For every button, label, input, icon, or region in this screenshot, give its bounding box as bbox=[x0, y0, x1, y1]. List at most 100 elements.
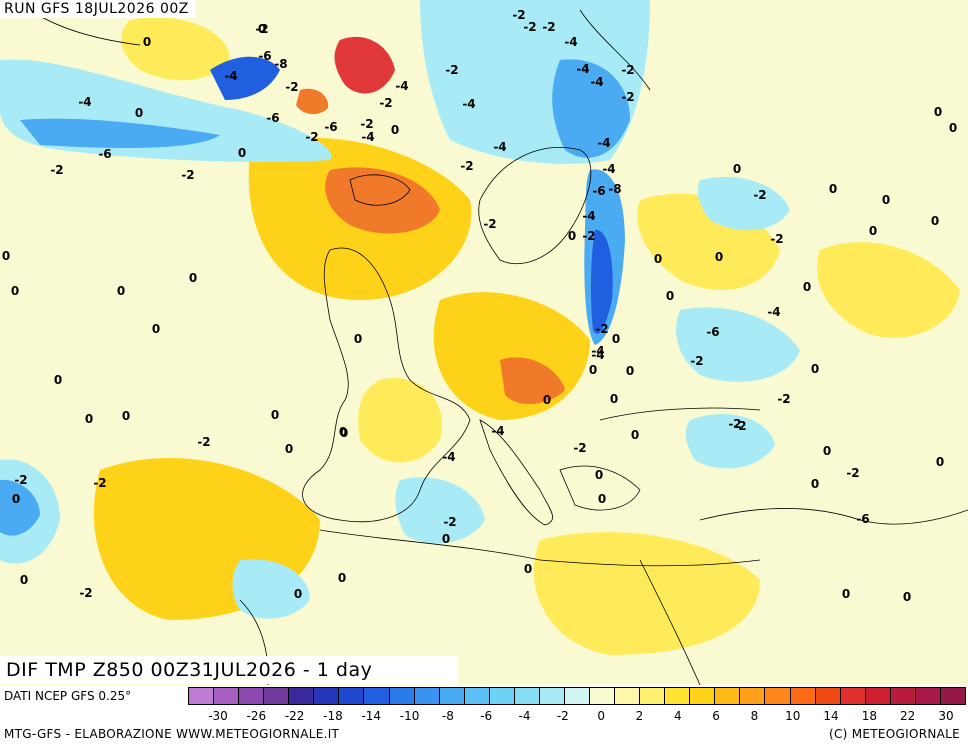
color-scale-swatch bbox=[514, 688, 540, 704]
color-scale-swatch bbox=[314, 688, 340, 704]
map-title: DIF TMP Z850 00Z31JUL2026 - 1 day bbox=[0, 656, 458, 684]
color-scale-tick-label: -6 bbox=[480, 709, 493, 723]
contour-label: 0 bbox=[11, 284, 19, 298]
contour-label: -2 bbox=[573, 441, 586, 455]
color-scale-swatch bbox=[364, 688, 390, 704]
contour-label: 0 bbox=[931, 214, 939, 228]
contour-label: 0 bbox=[391, 123, 399, 137]
contour-label: 0 bbox=[122, 409, 130, 423]
color-scale-tick-label: -26 bbox=[246, 709, 267, 723]
color-scale-swatch bbox=[865, 688, 891, 704]
contour-label: -4 bbox=[491, 424, 504, 438]
credits-right: (C) METEOGIORNALE bbox=[828, 727, 960, 741]
color-scale-tick-label: 22 bbox=[900, 709, 916, 723]
color-scale-swatch bbox=[564, 688, 590, 704]
contour-label: -2 bbox=[512, 8, 525, 22]
color-scale-swatch bbox=[640, 688, 666, 704]
contour-labels: -2-2-2 -2-40-6-8-4-2 -4-2 -4 -2-4-2 -40-4-2-6… bbox=[2, 8, 957, 604]
color-scale-tick-label: 14 bbox=[823, 709, 839, 723]
contour-label: 0 bbox=[733, 162, 741, 176]
contour-label: 0 bbox=[949, 121, 957, 135]
contour-label: -6 bbox=[706, 325, 719, 339]
contour-label: 0 bbox=[934, 105, 942, 119]
color-scale-tick-label: -2 bbox=[556, 709, 569, 723]
contour-label: 0 bbox=[829, 182, 837, 196]
color-scale-tick-label: -8 bbox=[441, 709, 454, 723]
contour-label: -4 bbox=[462, 97, 475, 111]
credits-left: MTG-GFS - ELABORAZIONE WWW.METEOGIORNALE… bbox=[4, 727, 340, 741]
contour-label: -2 bbox=[445, 63, 458, 77]
contour-label: 0 bbox=[338, 571, 346, 585]
contour-label: -2 bbox=[690, 354, 703, 368]
contour-label: -2 bbox=[523, 20, 536, 34]
color-scale-tick-label: -14 bbox=[361, 709, 382, 723]
contour-label: 0 bbox=[589, 363, 597, 377]
color-scale-swatch bbox=[740, 688, 766, 704]
color-scale-tick-label: 18 bbox=[861, 709, 877, 723]
color-scale-swatch bbox=[264, 688, 290, 704]
contour-label: 0 bbox=[135, 106, 143, 120]
contour-label: -2 bbox=[753, 188, 766, 202]
color-scale-swatch bbox=[915, 688, 941, 704]
color-scale-swatch bbox=[665, 688, 691, 704]
contour-label: 0 bbox=[12, 492, 20, 506]
contour-label: -4 bbox=[395, 79, 408, 93]
color-scale-swatch bbox=[790, 688, 816, 704]
contour-label: -4 bbox=[591, 344, 604, 358]
contour-label: -4 bbox=[767, 305, 780, 319]
contour-label: 0 bbox=[85, 412, 93, 426]
color-scale-tick-label: -4 bbox=[518, 709, 531, 723]
contour-label: -2 bbox=[621, 90, 634, 104]
contour-label: -2 bbox=[14, 473, 27, 487]
color-scale-swatch bbox=[464, 688, 490, 704]
contour-label: -2 bbox=[360, 117, 373, 131]
color-scale-swatch bbox=[539, 688, 565, 704]
contour-label: 0 bbox=[612, 332, 620, 346]
contour-label: 0 bbox=[20, 573, 28, 587]
color-scale-swatch bbox=[289, 688, 315, 704]
contour-label: 0 bbox=[294, 587, 302, 601]
contour-label: 0 bbox=[117, 284, 125, 298]
contour-label: -4 bbox=[442, 450, 455, 464]
color-scale-swatch bbox=[339, 688, 365, 704]
contour-label: -2 bbox=[846, 466, 859, 480]
anomaly-map-canvas: -2-2-2 -2-40-6-8-4-2 -4-2 -4 -2-4-2 -40-4-2-6… bbox=[0, 0, 968, 685]
contour-label: -8 bbox=[274, 57, 287, 71]
contour-label: 0 bbox=[803, 280, 811, 294]
color-scale-swatch bbox=[439, 688, 465, 704]
color-scale-swatch bbox=[715, 688, 741, 704]
contour-label: -6 bbox=[592, 184, 605, 198]
color-scale-tick-label: -30 bbox=[208, 709, 228, 723]
contour-label: 0 bbox=[2, 249, 10, 263]
color-scale-tick-label: -10 bbox=[399, 709, 420, 723]
contour-label: 0 bbox=[285, 442, 293, 456]
contour-label: -6 bbox=[324, 120, 337, 134]
contour-label: -4 bbox=[576, 62, 589, 76]
color-scale-tick-label: -22 bbox=[284, 709, 305, 723]
contour-label: -2 bbox=[728, 417, 741, 431]
contour-label: -2 bbox=[621, 63, 634, 77]
contour-label: -2 bbox=[305, 130, 318, 144]
color-scale-tick-label: 30 bbox=[938, 709, 954, 723]
contour-label: 0 bbox=[340, 426, 348, 440]
contour-label: -2 bbox=[443, 515, 456, 529]
contour-label: 0 bbox=[903, 590, 911, 604]
contour-label: 0 bbox=[442, 532, 450, 546]
contour-label: 0 bbox=[524, 562, 532, 576]
contour-label: -2 bbox=[181, 168, 194, 182]
color-scale-swatch bbox=[189, 688, 215, 704]
color-scale-swatch bbox=[239, 688, 265, 704]
contour-label: -2 bbox=[255, 22, 268, 36]
contour-label: 0 bbox=[631, 428, 639, 442]
color-scale-swatch bbox=[615, 688, 641, 704]
contour-label: 0 bbox=[842, 587, 850, 601]
contour-label: 0 bbox=[936, 455, 944, 469]
footer: DATI NCEP GFS 0.25° -30 -26 -22 -18 -14 -10 -8… bbox=[0, 685, 968, 745]
color-scale-swatch bbox=[389, 688, 415, 704]
contour-label: -8 bbox=[608, 182, 621, 196]
coastlines bbox=[29, 9, 968, 685]
contour-label: 0 bbox=[610, 392, 618, 406]
contour-label: -4 bbox=[224, 69, 237, 83]
contour-label: 0 bbox=[626, 364, 634, 378]
color-scale-tick-label: -18 bbox=[323, 709, 343, 723]
